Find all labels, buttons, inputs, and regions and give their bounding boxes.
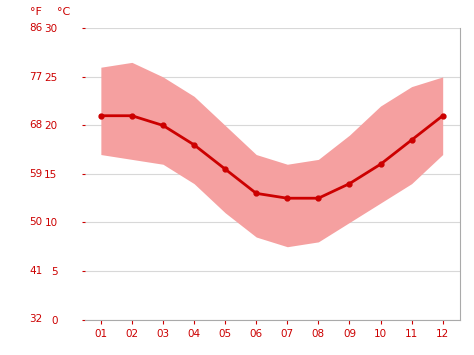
Text: 41: 41 (29, 266, 42, 276)
Text: 50: 50 (29, 218, 42, 228)
Text: 86: 86 (29, 23, 42, 33)
Text: 68: 68 (29, 120, 42, 130)
Text: 32: 32 (29, 315, 42, 324)
Text: 59: 59 (29, 169, 42, 179)
Text: °C: °C (57, 7, 70, 17)
Text: 77: 77 (29, 72, 42, 82)
Text: °F: °F (30, 7, 42, 17)
